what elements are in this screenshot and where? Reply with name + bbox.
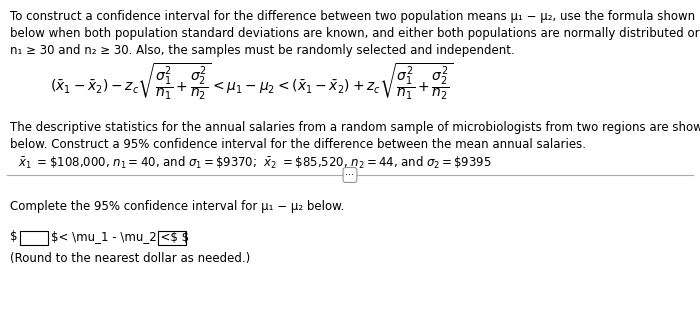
- Text: To construct a confidence interval for the difference between two population mea: To construct a confidence interval for t…: [10, 10, 695, 23]
- Text: below when both population standard deviations are known, and either both popula: below when both population standard devi…: [10, 27, 700, 40]
- Text: n₁ ≥ 30 and n₂ ≥ 30. Also, the samples must be randomly selected and independent: n₁ ≥ 30 and n₂ ≥ 30. Also, the samples m…: [10, 44, 514, 57]
- Text: (Round to the nearest dollar as needed.): (Round to the nearest dollar as needed.): [10, 252, 251, 265]
- Text: $< \mu_1 - \mu_2 <$ $: $< \mu_1 - \mu_2 <$ $: [51, 230, 189, 243]
- Text: $: $: [10, 230, 18, 243]
- Text: ···: ···: [346, 170, 354, 180]
- Bar: [20, 231, 48, 245]
- Bar: [158, 231, 186, 245]
- Text: Complete the 95% confidence interval for μ₁ − μ₂ below.: Complete the 95% confidence interval for…: [10, 200, 344, 213]
- Text: $\bar{x}_1$ $= \$108{,}000$, $n_1 = 40$, and $\sigma_1 = \$9370$;  $\bar{x}_2$ $: $\bar{x}_1$ $= \$108{,}000$, $n_1 = 40$,…: [18, 155, 491, 171]
- Text: The descriptive statistics for the annual salaries from a random sample of micro: The descriptive statistics for the annua…: [10, 121, 700, 134]
- Text: below. Construct a 95% confidence interval for the difference between the mean a: below. Construct a 95% confidence interv…: [10, 138, 586, 151]
- Text: $(\bar{x}_1 - \bar{x}_2) - z_c\sqrt{\dfrac{\sigma_1^2}{n_1} + \dfrac{\sigma_2^2}: $(\bar{x}_1 - \bar{x}_2) - z_c\sqrt{\dfr…: [50, 62, 454, 102]
